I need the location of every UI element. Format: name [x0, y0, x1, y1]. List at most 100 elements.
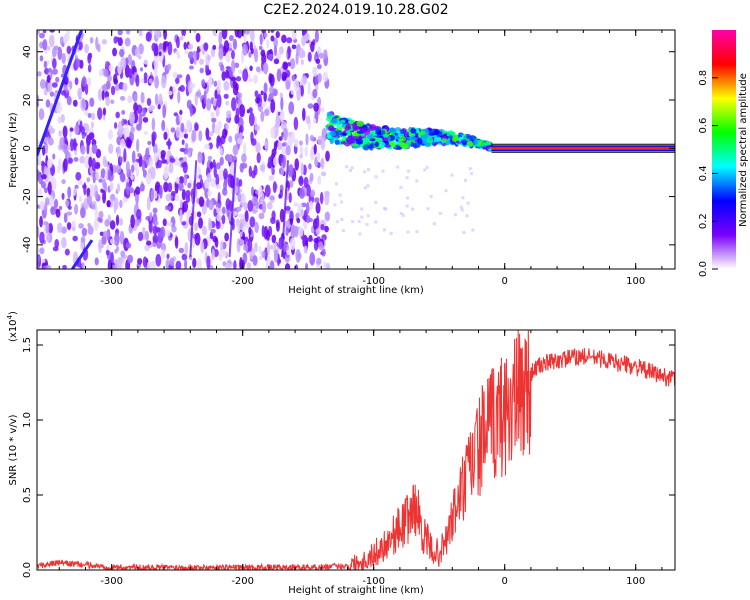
noise-speck	[307, 81, 311, 96]
noise-speck	[320, 171, 327, 177]
faint-speck	[366, 214, 370, 218]
noise-speck	[44, 201, 48, 214]
noise-speck	[91, 157, 96, 172]
noise-speck	[214, 125, 219, 135]
noise-speck	[210, 111, 215, 119]
noise-speck	[258, 45, 263, 51]
faint-speck	[415, 179, 419, 183]
noise-speck	[194, 222, 199, 232]
noise-speck	[74, 124, 80, 136]
noise-speck	[313, 102, 319, 112]
noise-speck	[81, 262, 85, 269]
noise-speck	[313, 237, 319, 244]
noise-speck	[45, 221, 50, 234]
noise-speck	[160, 249, 166, 259]
noise-speck	[261, 250, 266, 259]
noise-speck	[78, 223, 84, 229]
noise-speck	[316, 151, 321, 161]
noise-speck	[308, 163, 312, 170]
noise-speck	[208, 199, 215, 211]
noise-speck	[294, 158, 300, 171]
noise-speck	[47, 195, 54, 207]
faint-speck	[429, 195, 433, 199]
noise-speck	[145, 240, 152, 246]
snr-y-scale-prefix: (x10	[8, 319, 19, 342]
noise-speck	[184, 258, 188, 269]
noise-speck	[174, 194, 180, 202]
noise-speck	[108, 143, 114, 154]
noise-speck	[236, 206, 242, 212]
spread-speck	[460, 139, 466, 143]
noise-speck	[151, 117, 156, 131]
noise-speck	[244, 221, 250, 229]
noise-speck	[247, 200, 254, 212]
noise-speck	[52, 57, 57, 69]
noise-speck	[218, 169, 225, 181]
noise-speck	[69, 124, 73, 139]
noise-speck	[143, 72, 148, 80]
noise-speck	[289, 58, 296, 70]
noise-speck	[302, 107, 306, 121]
noise-speck	[213, 80, 218, 87]
faint-speck	[341, 229, 345, 233]
noise-speck	[249, 41, 253, 52]
spread-speck	[359, 127, 367, 133]
noise-speck	[200, 240, 205, 254]
noise-speck	[313, 118, 317, 124]
noise-speck	[51, 82, 58, 88]
spread-speck	[384, 144, 392, 148]
noise-speck	[147, 140, 152, 146]
noise-speck	[251, 205, 258, 215]
noise-speck	[263, 91, 267, 102]
noise-speck	[216, 213, 222, 222]
noise-speck	[307, 51, 312, 62]
noise-speck	[215, 220, 221, 230]
noise-speck	[162, 104, 167, 119]
noise-speck	[113, 78, 119, 85]
noise-speck	[120, 138, 126, 148]
noise-speck	[129, 111, 135, 125]
noise-speck	[54, 238, 60, 249]
noise-speck	[171, 190, 176, 196]
noise-speck	[140, 67, 144, 72]
y-tick-label: 1.5	[22, 337, 33, 353]
noise-speck	[234, 62, 240, 69]
noise-speck	[159, 184, 163, 199]
colorbar: 0.0 0.2 0.4 0.6 0.8 Normalized spectral ampl…	[698, 30, 749, 277]
noise-speck	[74, 77, 79, 86]
faint-speck	[406, 196, 410, 200]
noise-speck	[223, 168, 228, 180]
noise-speck	[276, 68, 282, 82]
faint-speck	[384, 207, 388, 211]
noise-speck	[275, 52, 282, 60]
noise-speck	[48, 34, 55, 48]
x-tick-label: 100	[626, 576, 645, 587]
noise-speck	[180, 122, 185, 133]
faint-speck	[444, 189, 448, 193]
noise-speck	[238, 132, 243, 146]
faint-speck	[453, 213, 457, 217]
noise-speck	[193, 210, 197, 220]
noise-speck	[87, 76, 92, 88]
noise-speck	[223, 40, 230, 53]
noise-speck	[288, 101, 295, 115]
noise-speck	[317, 72, 322, 83]
noise-speck	[148, 220, 153, 233]
noise-speck	[264, 140, 268, 150]
faint-speck	[396, 165, 400, 169]
noise-speck	[273, 37, 278, 48]
noise-speck	[250, 138, 257, 146]
noise-speck	[52, 68, 58, 75]
noise-speck	[124, 37, 131, 47]
noise-speck	[107, 74, 112, 83]
noise-speck	[291, 44, 297, 50]
noise-speck	[143, 59, 149, 65]
noise-speck	[58, 129, 62, 137]
noise-speck	[195, 32, 201, 43]
noise-speck	[298, 188, 305, 199]
noise-speck	[215, 173, 220, 187]
noise-speck	[91, 143, 98, 154]
faint-speck	[360, 215, 364, 219]
noise-speck	[145, 147, 150, 160]
noise-speck	[105, 249, 110, 256]
